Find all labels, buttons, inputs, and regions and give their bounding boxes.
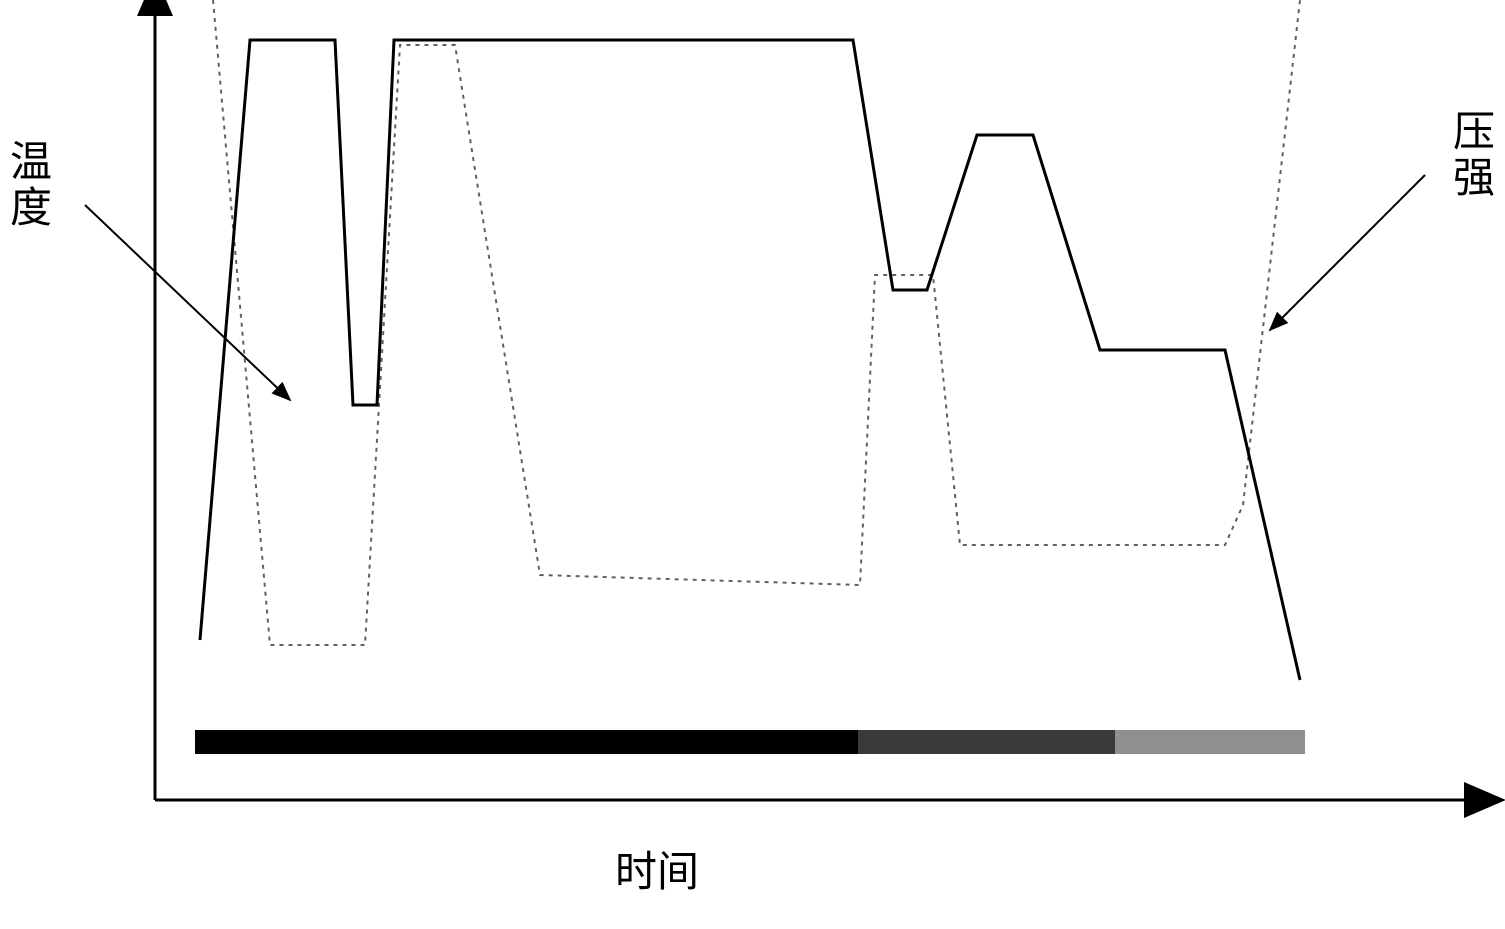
pressure-leader-arrow — [1270, 175, 1425, 330]
x-axis-label-time: 时间 — [615, 850, 699, 896]
pressure-series — [213, 0, 1300, 645]
y-axis-label-pressure: 压 强 — [1453, 110, 1495, 202]
temp-char-1: 温 — [10, 140, 52, 186]
temp-char-2: 度 — [10, 186, 52, 232]
temp-leader-arrow — [85, 205, 290, 400]
y-axis-label-temperature: 温 度 — [10, 140, 52, 232]
press-char-1: 压 — [1453, 110, 1495, 156]
temperature-series — [200, 40, 1300, 680]
phase-bar-3 — [1115, 730, 1305, 754]
chart-svg — [0, 0, 1505, 929]
process-chart: 温 度 压 强 时间 — [0, 0, 1505, 929]
phase-bar-1 — [195, 730, 858, 754]
phase-bar-2 — [858, 730, 1115, 754]
press-char-2: 强 — [1453, 156, 1495, 202]
